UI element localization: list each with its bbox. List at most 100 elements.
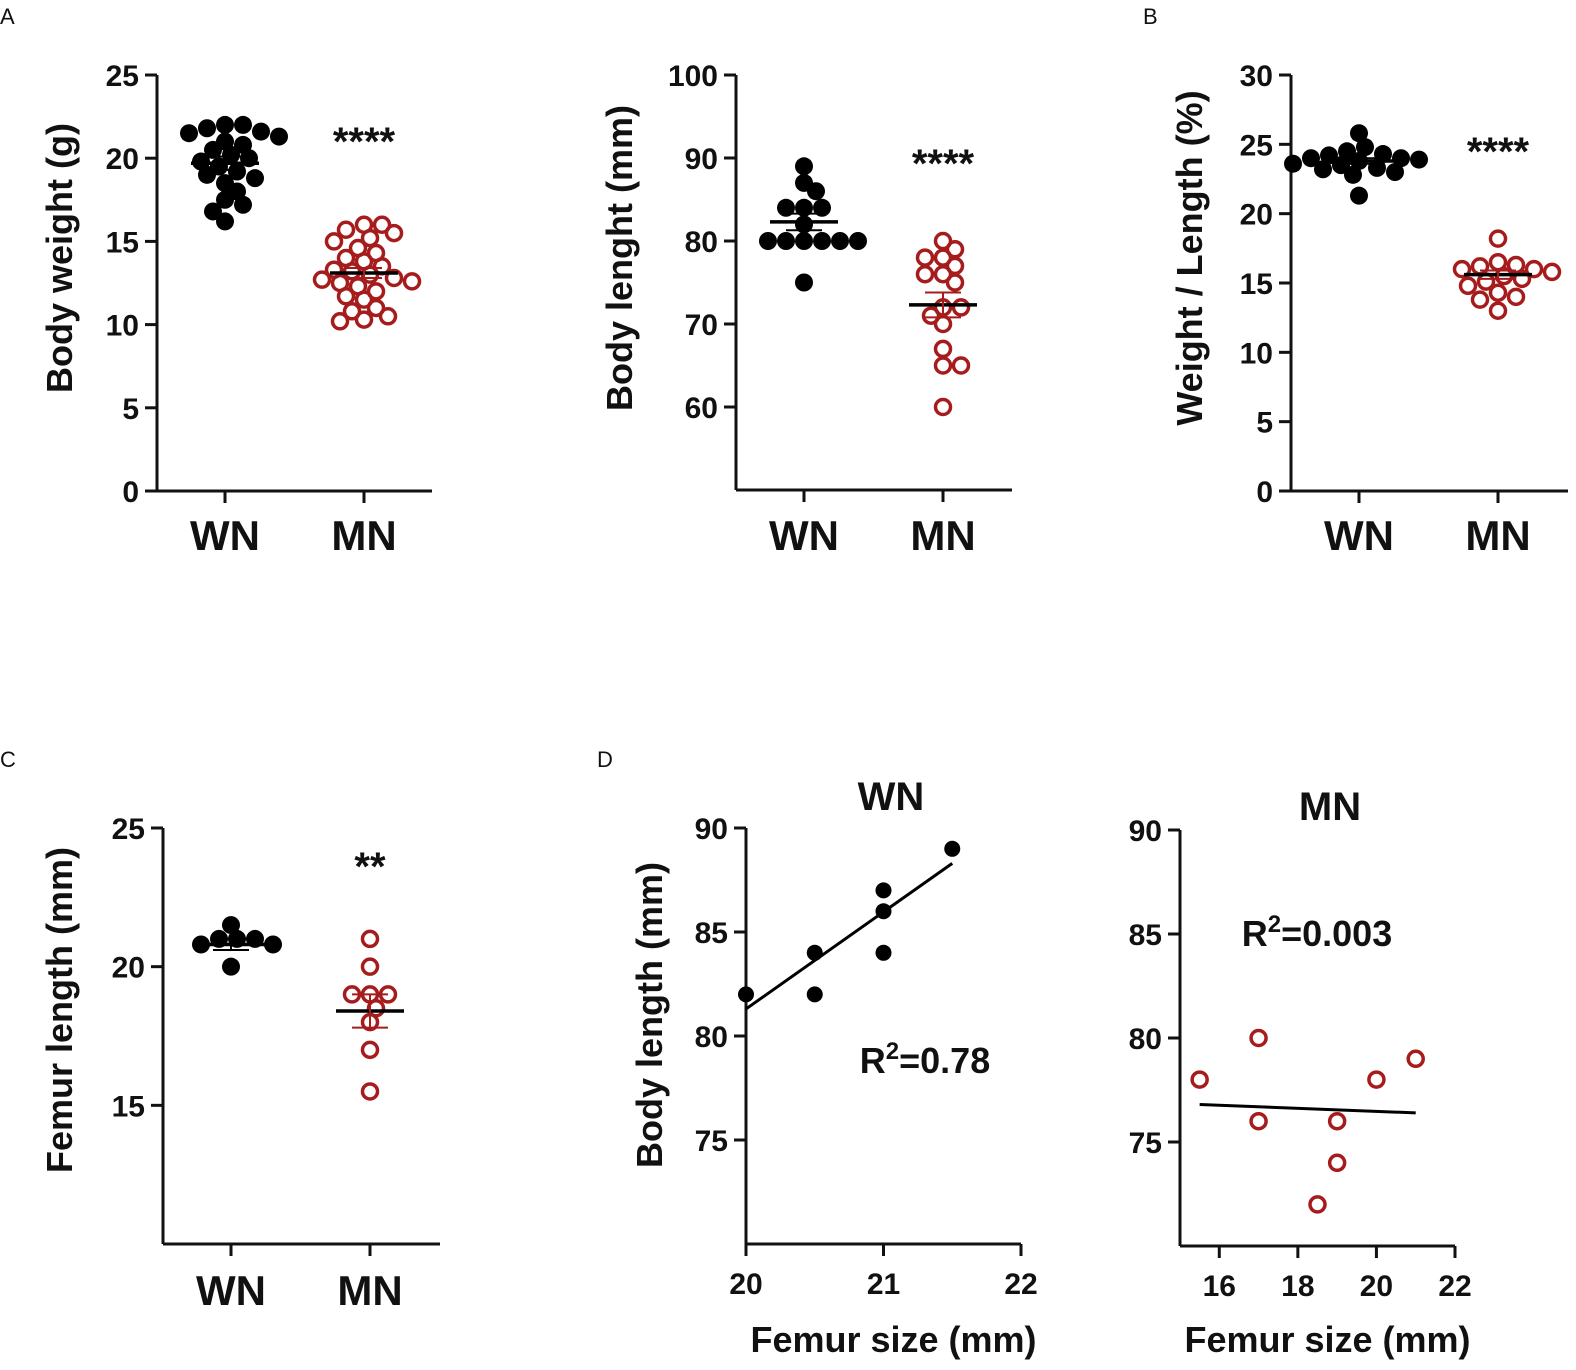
data-point xyxy=(1308,1195,1327,1214)
data-point-mn xyxy=(378,307,398,326)
data-point-wn xyxy=(204,202,222,221)
y-tick-label: 80 xyxy=(695,1021,728,1054)
data-point-wn xyxy=(198,165,216,184)
data-point xyxy=(806,986,823,1003)
y-tick-label: 30 xyxy=(1240,60,1273,93)
chart-femur-length: 15 20 25 Femur length (mm) WN MN ** xyxy=(39,813,440,1314)
data-point-mn xyxy=(1470,290,1490,309)
y-tick-label: 80 xyxy=(685,226,718,259)
r2-value: =0.78 xyxy=(899,1040,990,1081)
data-point-mn xyxy=(933,356,953,375)
data-point-mn xyxy=(342,302,362,321)
y-tick-label: 25 xyxy=(106,60,139,93)
data-point xyxy=(1249,1111,1268,1131)
data-point-mn xyxy=(402,272,422,291)
data-point-mn xyxy=(336,287,356,306)
data-point-wn xyxy=(1386,163,1404,182)
y-tick-label: 25 xyxy=(112,813,145,846)
y-tick-label: 20 xyxy=(1240,199,1273,232)
chart-weight-length: 0 5 10 15 20 25 30 Weight / Length (%) WN MN **** xyxy=(1169,60,1568,559)
data-point-wn xyxy=(795,198,813,217)
data-point xyxy=(1406,1049,1425,1069)
y-axis-label: Weight / Length (%) xyxy=(1169,90,1210,425)
data-point-mn xyxy=(372,215,392,235)
r-squared-label: R2=0.78 xyxy=(860,1038,990,1081)
x-tick-label-wn: WN xyxy=(190,512,260,559)
x-tick-label-mn: MN xyxy=(1465,512,1530,559)
x-tick-label-mn: MN xyxy=(337,1267,402,1314)
superscript-2: 2 xyxy=(1268,911,1281,938)
data-point-mn xyxy=(324,232,344,251)
data-point-wn xyxy=(270,127,288,146)
data-point-wn xyxy=(831,232,849,250)
data-point-wn xyxy=(795,157,813,176)
y-tick-label: 90 xyxy=(1129,815,1162,848)
data-point-mn xyxy=(366,298,386,318)
data-point xyxy=(738,986,754,1003)
data-point-mn xyxy=(360,228,380,248)
data-point-mn xyxy=(384,268,404,288)
data-point-wn xyxy=(180,124,198,143)
y-tick-label: 20 xyxy=(112,952,145,985)
r-label: R xyxy=(1242,913,1268,954)
data-point-wn xyxy=(1350,186,1368,205)
data-point-wn xyxy=(1344,165,1362,184)
y-tick-label: 60 xyxy=(685,392,718,425)
data-point-wn xyxy=(228,162,246,181)
x-tick-label: 18 xyxy=(1281,1270,1314,1303)
panel-label-c: C xyxy=(0,747,16,772)
y-tick-label: 0 xyxy=(1256,476,1273,509)
data-point-mn xyxy=(312,270,332,289)
y-tick-label: 15 xyxy=(1240,268,1273,301)
data-point-wn xyxy=(1284,154,1302,173)
x-tick-label: 16 xyxy=(1203,1270,1236,1303)
data-point-wn xyxy=(216,212,234,231)
y-tick-label: 25 xyxy=(1240,129,1273,162)
significance-label: **** xyxy=(912,142,975,186)
data-point-mn xyxy=(1506,287,1526,307)
data-point-wn xyxy=(1302,149,1320,168)
data-point-mn xyxy=(360,1040,380,1060)
chart-body-length: 60 70 80 90 100 Body lenght (mm) WN MN **** xyxy=(599,60,1012,559)
y-tick-label: 75 xyxy=(1129,1127,1162,1160)
y-axis-label: Body weight (g) xyxy=(39,123,80,393)
y-tick-label: 15 xyxy=(106,226,139,259)
data-point-mn xyxy=(933,339,953,359)
y-tick-label: 5 xyxy=(122,393,139,426)
data-point xyxy=(806,944,823,961)
data-point-wn xyxy=(1338,142,1356,161)
y-tick-label: 5 xyxy=(1256,407,1273,440)
x-tick-label: 22 xyxy=(1438,1270,1471,1303)
x-tick-label-mn: MN xyxy=(910,512,975,559)
data-point xyxy=(1190,1070,1209,1089)
data-point-mn xyxy=(945,273,965,292)
data-point xyxy=(875,882,892,899)
x-tick-label: 20 xyxy=(729,1268,762,1301)
data-point-mn xyxy=(1542,262,1562,282)
data-point-wn xyxy=(1356,138,1374,157)
data-point xyxy=(1327,1153,1347,1173)
data-point xyxy=(875,944,892,961)
data-point-mn xyxy=(933,314,953,334)
data-point-wn xyxy=(777,232,795,250)
significance-label: **** xyxy=(333,120,396,164)
chart-regression-mn: 75 80 85 90 16 18 20 22 Femur size (mm) MN R2=0.00… xyxy=(1129,785,1472,1360)
x-axis-label: Femur size (mm) xyxy=(1184,1319,1470,1360)
data-point-mn xyxy=(1458,276,1478,296)
data-point-wn xyxy=(795,232,813,250)
panel-label-d: D xyxy=(597,747,613,772)
data-point-wn xyxy=(222,145,240,164)
x-tick-label: 21 xyxy=(867,1268,900,1301)
chart-regression-wn: 75 80 85 90 Body length (mm) 20 21 22 Femur size… xyxy=(629,775,1038,1360)
data-point-wn xyxy=(777,198,795,217)
y-tick-label: 90 xyxy=(695,813,728,846)
data-point-wn xyxy=(807,182,825,201)
y-axis-label: Body lenght (mm) xyxy=(599,105,640,411)
data-point-mn xyxy=(336,220,356,240)
y-tick-label: 85 xyxy=(1129,919,1162,952)
y-tick-label: 10 xyxy=(1240,337,1273,370)
chart-title: WN xyxy=(858,775,925,819)
x-axis-label: Femur size (mm) xyxy=(750,1319,1036,1360)
data-point-wn xyxy=(1392,149,1410,168)
data-point xyxy=(1249,1028,1268,1048)
